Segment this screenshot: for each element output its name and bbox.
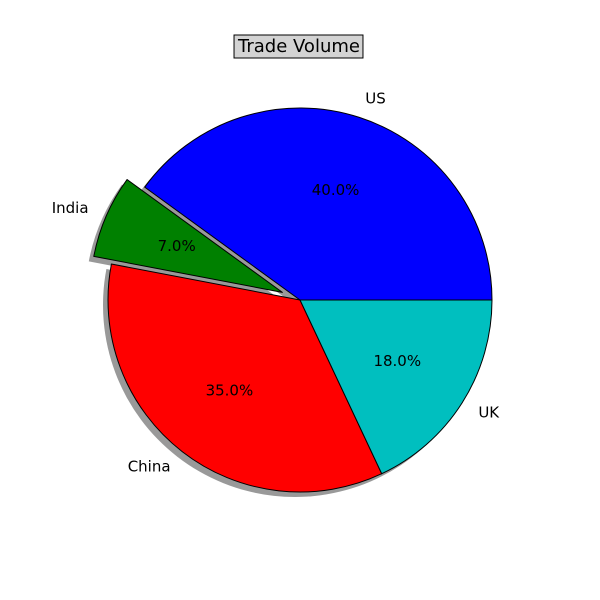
slice-label-us: US bbox=[365, 90, 386, 108]
slice-percent-china: 35.0% bbox=[206, 382, 254, 400]
slice-label-uk: UK bbox=[478, 404, 500, 422]
chart-title: Trade Volume bbox=[233, 34, 364, 59]
pie-slices bbox=[93, 107, 493, 493]
chart-title-text: Trade Volume bbox=[237, 36, 360, 57]
slice-labels: US 40.0% India 7.0% China 35.0% UK 18.0% bbox=[52, 90, 501, 476]
chart-title-box bbox=[233, 34, 364, 59]
slice-uk bbox=[299, 299, 493, 475]
slice-label-india: India bbox=[52, 199, 89, 217]
slice-label-china: China bbox=[128, 457, 171, 475]
slice-china bbox=[107, 263, 383, 493]
slice-percent-us: 40.0% bbox=[312, 181, 360, 199]
slice-us bbox=[144, 107, 493, 301]
slice-percent-india: 7.0% bbox=[158, 237, 196, 255]
slice-india bbox=[93, 179, 283, 293]
slice-percent-uk: 18.0% bbox=[373, 352, 421, 370]
